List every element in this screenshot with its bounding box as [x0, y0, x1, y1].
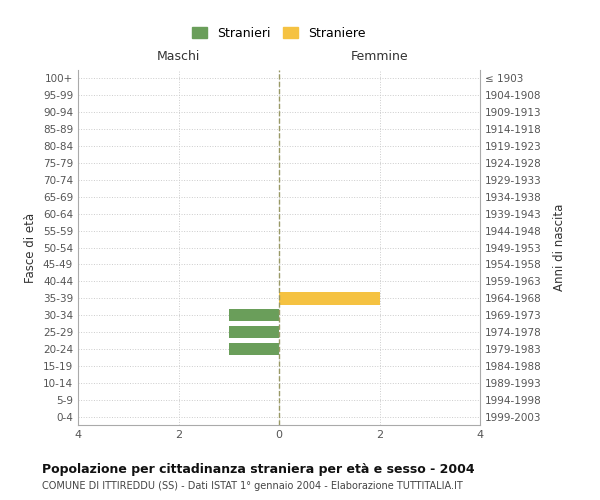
Y-axis label: Fasce di età: Fasce di età	[25, 212, 37, 282]
Bar	[229, 342, 279, 355]
Text: Femmine: Femmine	[350, 50, 409, 63]
Text: Maschi: Maschi	[157, 50, 200, 63]
Bar	[229, 326, 279, 338]
Bar	[279, 292, 380, 304]
Text: Popolazione per cittadinanza straniera per età e sesso - 2004: Popolazione per cittadinanza straniera p…	[42, 462, 475, 475]
Bar	[229, 309, 279, 322]
Legend: Stranieri, Straniere: Stranieri, Straniere	[188, 23, 370, 44]
Text: COMUNE DI ITTIREDDU (SS) - Dati ISTAT 1° gennaio 2004 - Elaborazione TUTTITALIA.: COMUNE DI ITTIREDDU (SS) - Dati ISTAT 1°…	[42, 481, 463, 491]
Y-axis label: Anni di nascita: Anni di nascita	[553, 204, 566, 291]
